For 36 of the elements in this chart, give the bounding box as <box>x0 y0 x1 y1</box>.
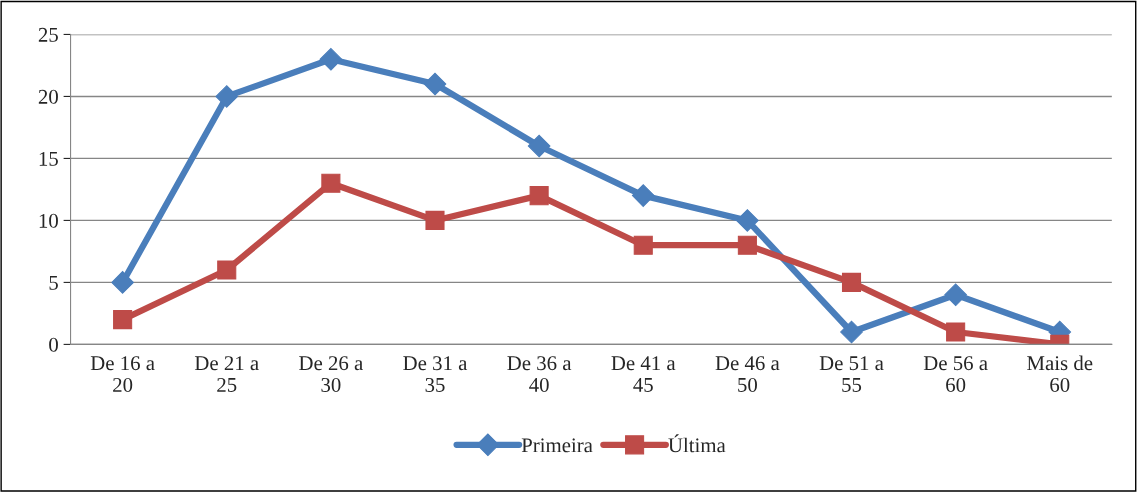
y-tick-label: 5 <box>49 275 58 290</box>
legend-label: Última <box>668 434 726 453</box>
point <box>215 85 239 108</box>
x-tick-label: De 16 a 20 <box>90 356 155 392</box>
x-tick-label: De 51 a 55 <box>819 356 884 392</box>
point <box>633 235 653 255</box>
point <box>736 209 759 232</box>
point <box>529 186 549 206</box>
x-tick-label: De 31 a 35 <box>403 356 468 392</box>
x-tick-label: De 41 a 45 <box>611 356 676 392</box>
point <box>631 184 655 207</box>
y-tick-label: 15 <box>39 151 58 166</box>
point <box>113 310 133 330</box>
y-tick-label: 0 <box>49 337 58 352</box>
point <box>321 173 341 193</box>
point <box>527 134 551 158</box>
point <box>946 322 966 342</box>
point <box>944 283 967 307</box>
y-tick-label: 25 <box>38 27 58 42</box>
y-tick-label: 10 <box>39 213 58 228</box>
point <box>423 72 447 96</box>
point <box>319 47 343 71</box>
legend-label: Primeira <box>521 438 593 453</box>
y-tick-label: 20 <box>38 89 58 104</box>
x-tick-label: De 36 a 40 <box>507 356 572 392</box>
x-tick-label: De 56 a 60 <box>923 356 988 392</box>
point <box>111 271 134 294</box>
x-tick-label: De 26 a 30 <box>299 356 363 392</box>
point <box>841 272 862 292</box>
point <box>840 320 863 344</box>
point <box>737 235 757 255</box>
point <box>425 210 445 230</box>
x-tick-label: De 21 a 25 <box>194 356 259 392</box>
x-tick-label: Mais de 60 <box>1027 355 1093 392</box>
point <box>217 260 237 280</box>
x-tick-label: De 46 a 50 <box>715 356 780 392</box>
